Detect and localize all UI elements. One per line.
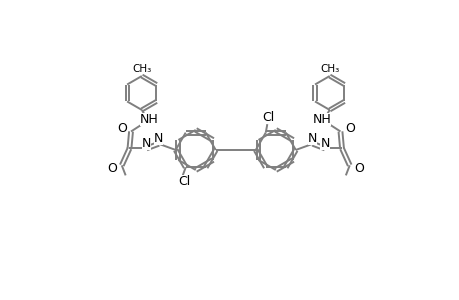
Text: O: O: [117, 122, 126, 135]
Text: N: N: [141, 136, 151, 149]
Text: N: N: [308, 132, 317, 145]
Text: NH: NH: [312, 113, 330, 126]
Text: O: O: [344, 122, 354, 135]
Text: Cl: Cl: [178, 176, 190, 188]
Text: NH: NH: [140, 113, 158, 126]
Text: N: N: [319, 136, 329, 149]
Text: CH₃: CH₃: [319, 64, 339, 74]
Text: Cl: Cl: [262, 112, 274, 124]
Text: O: O: [353, 162, 363, 175]
Text: N: N: [154, 132, 163, 145]
Text: O: O: [107, 162, 117, 175]
Text: CH₃: CH₃: [132, 64, 151, 74]
